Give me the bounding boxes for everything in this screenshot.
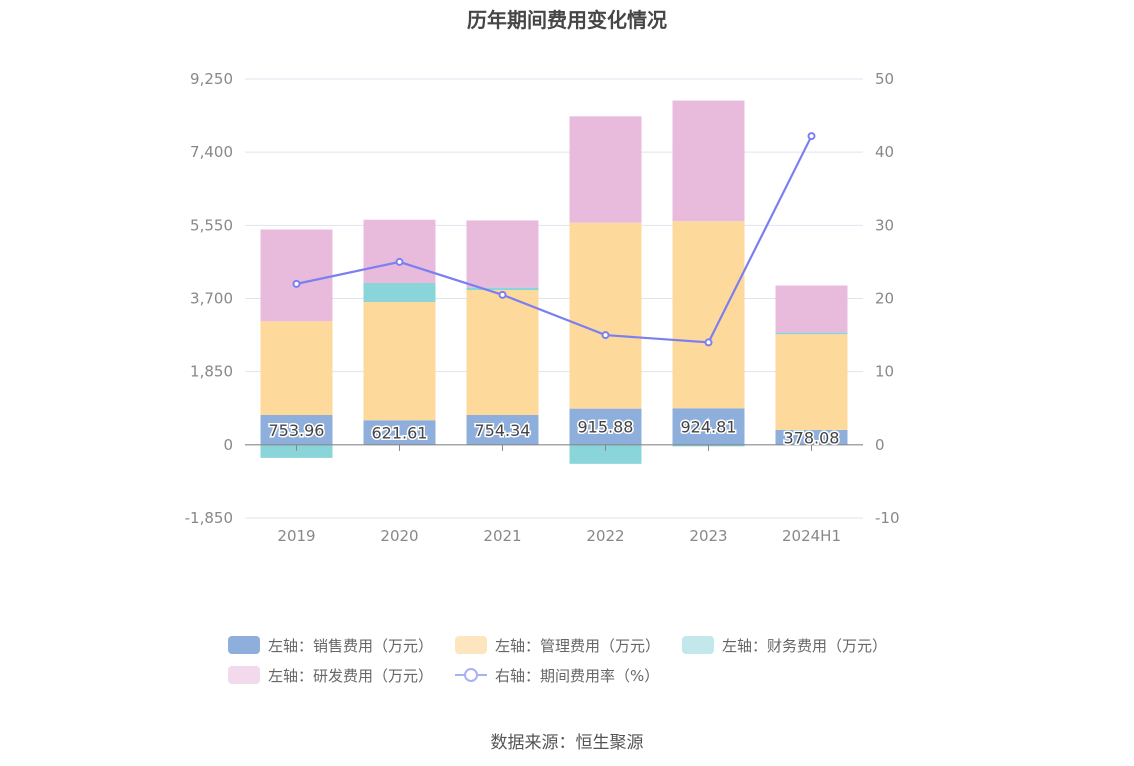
rate-point	[498, 290, 507, 299]
bar-sales	[363, 420, 436, 445]
left-tick-label: 7,400	[190, 143, 233, 161]
left-tick-label: 1,850	[190, 363, 233, 381]
rate-line	[292, 132, 816, 347]
bar-data-label: 753.96	[269, 421, 325, 440]
bar-rnd	[466, 220, 539, 288]
bar-finance	[363, 283, 436, 302]
bar-rnd	[260, 229, 333, 322]
left-tick-label: 0	[223, 436, 233, 454]
rate-point	[704, 338, 713, 347]
bar-finance	[775, 332, 848, 335]
bar-data-label: 378.08	[784, 428, 840, 447]
bar-admin	[466, 290, 539, 415]
x-tick-label: 2021	[483, 527, 521, 545]
right-tick-label: -10	[875, 509, 900, 527]
x-tick-label: 2019	[277, 527, 315, 545]
legend-label-rate: 右轴：期间费用率（%）	[495, 666, 660, 685]
right-tick-label: 10	[875, 363, 894, 381]
legend-item-rate[interactable]: 右轴：期间费用率（%）	[455, 665, 659, 686]
legend-swatch-finance	[682, 636, 715, 654]
bar-sales	[466, 414, 539, 445]
left-tick-label: -1,850	[185, 509, 233, 527]
x-tick-label: 2024H1	[782, 527, 841, 545]
bar-finance	[466, 287, 539, 291]
bar-data-label: 754.34	[475, 421, 531, 440]
legend-label-sales: 左轴：销售费用（万元）	[268, 636, 434, 655]
legend: 左轴：销售费用（万元） 左轴：管理费用（万元） 左轴：财务费用（万元） 左轴：研…	[228, 630, 928, 690]
bar-data-label: 924.81	[681, 418, 737, 437]
left-tick-label: 3,700	[190, 290, 233, 308]
legend-label-finance: 左轴：财务费用（万元）	[722, 636, 888, 655]
bar-data-labels: 753.96 621.61 754.34 915.88 924.81 378.08	[267, 416, 841, 449]
legend-swatch-rnd	[228, 666, 260, 684]
bar-admin	[363, 301, 436, 421]
legend-item-admin[interactable]: 左轴：管理费用（万元）	[455, 635, 660, 656]
bar-admin	[569, 222, 642, 409]
left-axis-ticks: -1,850 0 1,850 3,700 5,550 7,400 9,250	[185, 70, 233, 527]
bar-sales	[672, 408, 745, 445]
bar-rnd	[569, 116, 642, 223]
bar-sales	[260, 415, 333, 445]
gridlines	[245, 78, 863, 519]
right-tick-label: 50	[875, 70, 894, 88]
right-axis-ticks: -10 0 10 20 30 40 50	[875, 70, 900, 527]
right-tick-label: 30	[875, 216, 894, 234]
chart-title: 历年期间费用变化情况	[467, 8, 667, 32]
rate-point	[601, 331, 610, 340]
legend-item-sales[interactable]: 左轴：销售费用（万元）	[228, 635, 433, 656]
data-source: 数据来源：恒生聚源	[490, 733, 644, 753]
x-axis: 2019 2020 2021 2022 2023 2024H1	[245, 444, 863, 545]
expense-chart: -1,850 0 1,850 3,700 5,550 7,400 9,250 -10 0 10 2…	[185, 70, 900, 545]
bar-finance	[260, 444, 333, 458]
right-tick-label: 40	[875, 143, 894, 161]
rate-point	[395, 257, 404, 266]
x-tick-label: 2023	[689, 527, 727, 545]
bar-rnd	[363, 219, 436, 284]
bar-data-label: 621.61	[372, 424, 428, 443]
legend-swatch-rate	[455, 666, 488, 684]
left-tick-label: 9,250	[190, 70, 233, 88]
bar-admin	[260, 321, 333, 416]
rate-line-path	[296, 135, 813, 344]
bar-admin	[672, 221, 745, 409]
bar-rnd	[672, 100, 745, 222]
bar-admin	[775, 334, 848, 430]
legend-label-rnd: 左轴：研发费用（万元）	[268, 666, 434, 685]
rate-point	[807, 132, 816, 141]
bars	[260, 100, 848, 464]
left-tick-label: 5,550	[190, 216, 233, 234]
rate-point	[292, 279, 301, 288]
legend-swatch-sales	[228, 636, 260, 654]
x-tick-label: 2020	[380, 527, 418, 545]
bar-finance	[569, 444, 642, 464]
bar-data-label: 915.88	[578, 418, 634, 437]
legend-item-finance[interactable]: 左轴：财务费用（万元）	[682, 635, 887, 656]
legend-label-admin: 左轴：管理费用（万元）	[495, 636, 661, 655]
bar-sales	[569, 408, 642, 445]
bar-rnd	[775, 285, 848, 333]
bar-sales	[775, 429, 848, 445]
legend-swatch-admin	[455, 636, 488, 654]
x-tick-label: 2022	[586, 527, 624, 545]
legend-item-rnd[interactable]: 左轴：研发费用（万元）	[228, 665, 433, 686]
right-tick-label: 0	[875, 436, 885, 454]
right-tick-label: 20	[875, 290, 894, 308]
